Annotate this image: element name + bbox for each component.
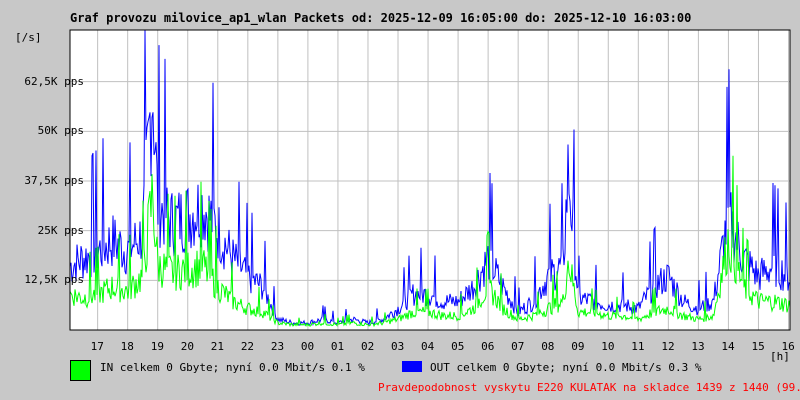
x-tick-label: 23 (270, 340, 285, 353)
y-tick-label: 25K pps (37, 223, 84, 237)
y-axis-unit: [/s] (15, 31, 42, 44)
y-tick-label: 62,5K pps (24, 74, 84, 88)
x-tick-label: 13 (691, 340, 705, 353)
x-tick-label: 09 (571, 340, 585, 353)
x-tick-label: 04 (421, 340, 435, 353)
y-tick-label: 50K pps (37, 124, 84, 138)
x-tick-label: 21 (210, 340, 225, 353)
plot-border (69, 29, 791, 331)
in-legend-swatch (70, 360, 91, 381)
out-legend-swatch (402, 361, 422, 372)
x-tick-label: 22 (240, 340, 255, 353)
series-in-line (69, 155, 791, 328)
x-tick-label: 06 (481, 340, 495, 353)
y-tick-label: 37,5K pps (24, 173, 84, 187)
x-tick-label: 12 (661, 340, 675, 353)
x-tick-label: 11 (631, 340, 645, 353)
x-axis-unit: [h] (770, 350, 790, 363)
x-tick-label: 17 (90, 340, 104, 353)
footer-note: Pravdepodobnost vyskytu E220 KULATAK na … (378, 381, 800, 394)
x-tick-label: 10 (601, 340, 615, 353)
out-legend-text: OUT celkem 0 Gbyte; nyní 0.0 Mbit/s 0.3 … (430, 361, 702, 374)
x-tick-label: 05 (451, 340, 465, 353)
x-tick-label: 03 (391, 340, 405, 353)
x-tick-label: 00 (300, 340, 315, 353)
chart-title: Graf provozu milovice_ap1_wlan Packets o… (70, 11, 692, 25)
x-tick-label: 02 (360, 340, 375, 353)
series-out-line (69, 29, 791, 327)
y-tick-label: 12,5K pps (24, 273, 84, 287)
x-tick-label: 18 (120, 340, 134, 353)
x-tick-label: 14 (721, 340, 735, 353)
x-tick-label: 16 (781, 340, 795, 353)
x-tick-label: 20 (180, 340, 194, 353)
x-tick-label: 15 (751, 340, 765, 353)
x-tick-label: 08 (541, 340, 555, 353)
in-legend-text: IN celkem 0 Gbyte; nyní 0.0 Mbit/s 0.1 % (100, 361, 365, 374)
x-tick-label: 07 (511, 340, 525, 353)
x-tick-label: 19 (150, 340, 164, 353)
plot-background (70, 30, 790, 330)
x-tick-label: 01 (330, 340, 345, 353)
